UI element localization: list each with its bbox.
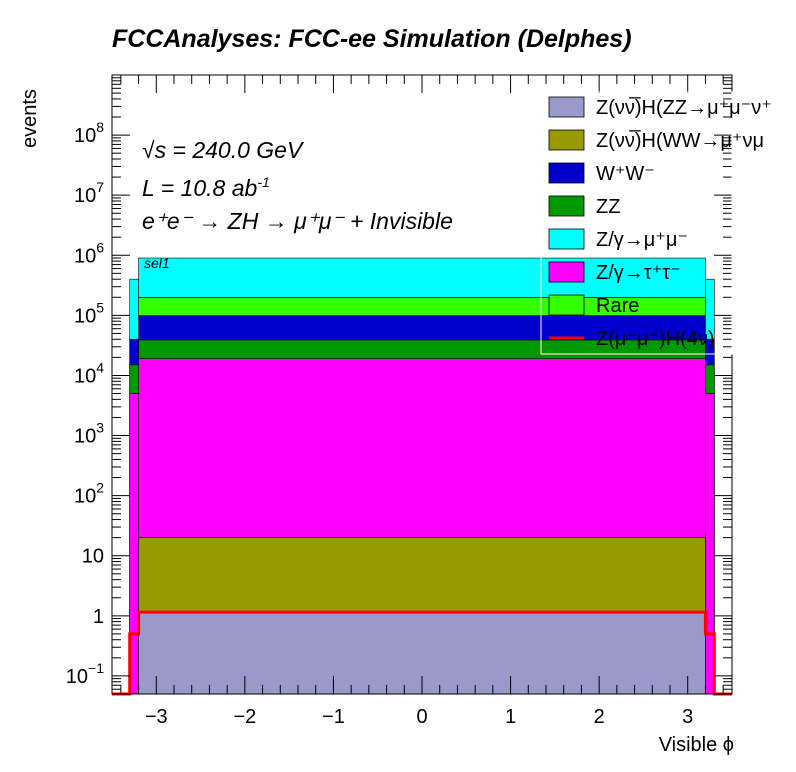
x-axis-label: Visible ϕ — [659, 734, 734, 756]
signal-line — [112, 610, 732, 696]
y-tick-label: 108 — [74, 119, 104, 147]
x-axis-ticks: −3 −2 −1 0 1 2 3 — [120, 75, 724, 728]
y-tick-label: 104 — [74, 359, 104, 387]
y-tick-label: 105 — [74, 299, 104, 327]
legend-label: Z/γ→τ⁺τ⁻ — [596, 262, 681, 284]
signal-polyline — [112, 610, 732, 696]
sqrt-s-annotation: √s = 240.0 GeV — [142, 137, 305, 163]
y-tick-label: 106 — [74, 239, 104, 267]
selection-annotation: sel1 — [144, 255, 170, 271]
x-tick-label: 0 — [416, 706, 427, 728]
legend-swatch — [548, 228, 585, 250]
bar-2 — [138, 358, 706, 538]
y-axis-ticks: 10−1 1 10 102 103 104 105 106 107 108 — [66, 77, 732, 690]
legend-swatch — [548, 129, 585, 151]
histogram-bars — [129, 257, 715, 695]
x-tick-label: 1 — [505, 706, 516, 728]
process-annotation: e⁺e⁻ → ZH → μ⁺μ⁻ + Invisible — [142, 208, 453, 234]
y-tick-label: 107 — [74, 179, 104, 207]
y-tick-label: 102 — [74, 480, 104, 508]
legend-swatch — [548, 195, 585, 217]
x-tick-label: −1 — [322, 706, 345, 728]
legend-label: Z(νν̅)H(WW→μ⁺νμ — [596, 129, 764, 152]
legend-swatch — [548, 294, 585, 316]
x-tick-label: −2 — [233, 706, 256, 728]
legend-swatch — [548, 162, 585, 184]
y-tick-label: 1 — [93, 606, 104, 628]
annotations: √s = 240.0 GeV L = 10.8 ab-1 e⁺e⁻ → ZH →… — [142, 137, 453, 271]
x-tick-label: 2 — [594, 706, 605, 728]
legend-label: ZZ — [596, 196, 620, 218]
legend-swatch — [548, 261, 585, 283]
legend-label: Rare — [596, 295, 639, 317]
chart-title: FCCAnalyses: FCC-ee Simulation (Delphes) — [112, 25, 632, 53]
x-tick-label: −3 — [145, 706, 168, 728]
legend-label: W⁺W⁻ — [596, 163, 655, 185]
legend-label: Z(μ⁻μ⁺)H(4ν) — [596, 328, 715, 350]
legend-label: Z/γ→μ⁺μ⁻ — [596, 229, 688, 251]
y-tick-label: 10 — [82, 546, 104, 568]
y-tick-label: 103 — [74, 420, 104, 448]
bar-1 — [138, 537, 706, 613]
sqrt-s-value: = 240.0 GeV — [166, 137, 305, 163]
legend: Z(νν̅)H(ZZ→μ⁺μ⁻ν⁺ Z(νν̅)H(WW→μ⁺νμ W⁺W⁻ ZZ Z/… — [540, 91, 772, 355]
luminosity-value: L = 10.8 ab — [142, 175, 258, 201]
legend-swatch — [548, 96, 585, 118]
y-axis-label: events — [19, 89, 41, 148]
y-tick-label: 10−1 — [66, 660, 104, 688]
x-tick-label: 3 — [682, 706, 693, 728]
legend-box — [540, 91, 733, 355]
legend-label: Z(νν̅)H(ZZ→μ⁺μ⁻ν⁺ — [596, 96, 772, 119]
sqrt-s-symbol: √s — [142, 137, 167, 163]
bar-6 — [138, 257, 706, 298]
luminosity-annotation: L = 10.8 ab-1 — [142, 174, 270, 201]
luminosity-exponent: -1 — [257, 174, 269, 190]
